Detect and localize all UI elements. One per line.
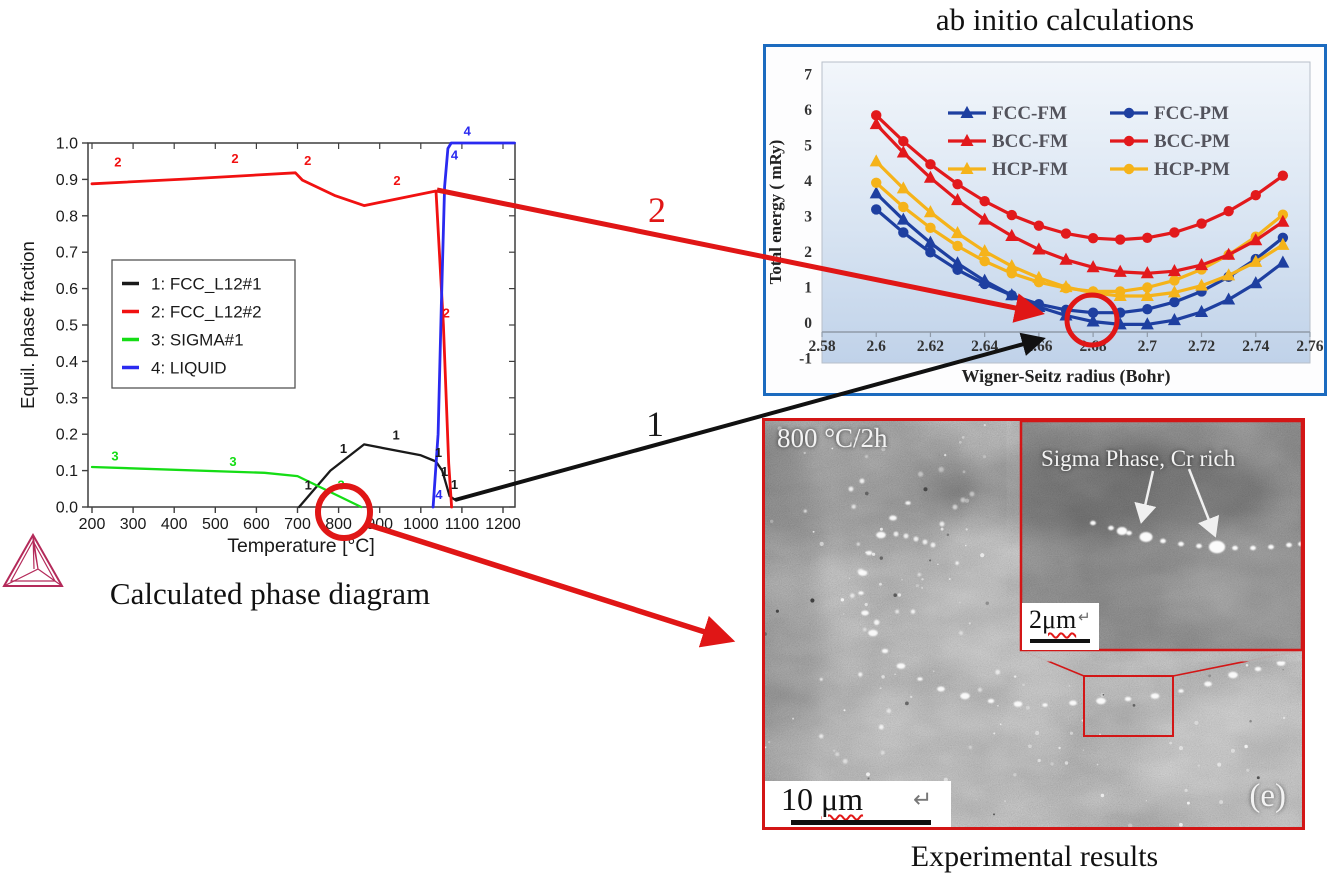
svg-text:2: 2 bbox=[393, 173, 400, 188]
svg-text:0.3: 0.3 bbox=[56, 390, 78, 407]
svg-text:0.0: 0.0 bbox=[56, 500, 78, 517]
phase-diagram-caption: Calculated phase diagram bbox=[109, 576, 431, 611]
scalebar-inset-value: 2 bbox=[1029, 605, 1042, 634]
return-symbol: ↵ bbox=[1078, 610, 1091, 626]
svg-text:3: 3 bbox=[111, 448, 118, 463]
svg-text:1: 1 bbox=[451, 477, 458, 492]
svg-text:1.0: 1.0 bbox=[56, 136, 78, 153]
svg-text:Equil. phase fraction: Equil. phase fraction bbox=[17, 241, 38, 409]
svg-text:200: 200 bbox=[79, 516, 106, 533]
svg-text:2: FCC_L12#2: 2: FCC_L12#2 bbox=[151, 303, 262, 322]
svg-text:3: 3 bbox=[229, 454, 236, 469]
panel-letter-label: (e) bbox=[1249, 778, 1286, 814]
scalebar-inset: 2μm ↵ bbox=[1022, 603, 1099, 650]
svg-text:0.2: 0.2 bbox=[56, 427, 78, 444]
inset-connector-left bbox=[1020, 649, 1085, 677]
sigma-phase-label: Sigma Phase, Cr rich bbox=[1041, 446, 1236, 471]
svg-text:4: LIQUID: 4: LIQUID bbox=[151, 359, 227, 378]
svg-text:1: 1 bbox=[340, 441, 347, 456]
scalebar-inset-bar bbox=[1030, 639, 1090, 643]
inset-particle-chain bbox=[1090, 520, 1302, 554]
svg-text:0.8: 0.8 bbox=[56, 208, 78, 225]
ab-initio-title: ab initio calculations bbox=[935, 2, 1195, 37]
arrow-label-2: 2 bbox=[648, 190, 666, 230]
svg-text:1: 1 bbox=[305, 478, 312, 493]
return-symbol: ↵ bbox=[913, 787, 933, 812]
svg-text:1000: 1000 bbox=[403, 516, 439, 533]
svg-text:0.4: 0.4 bbox=[56, 354, 78, 371]
svg-text:700: 700 bbox=[284, 516, 311, 533]
svg-text:2: 2 bbox=[231, 151, 238, 166]
svg-text:400: 400 bbox=[161, 516, 188, 533]
svg-text:1200: 1200 bbox=[485, 516, 521, 533]
svg-text:2: 2 bbox=[443, 306, 450, 321]
svg-text:800: 800 bbox=[325, 516, 352, 533]
svg-text:300: 300 bbox=[120, 516, 147, 533]
ab-initio-frame bbox=[763, 44, 1327, 396]
svg-text:4: 4 bbox=[451, 147, 459, 162]
scalebar-main-unit: μm bbox=[821, 781, 864, 817]
scalebar-main-bar bbox=[791, 820, 931, 825]
svg-text:900: 900 bbox=[366, 516, 393, 533]
scalebar-inset-unit: μm bbox=[1042, 605, 1077, 634]
scalebar-main-value: 10 bbox=[781, 781, 813, 817]
svg-text:4: 4 bbox=[435, 487, 443, 502]
inset-border bbox=[1019, 421, 1302, 652]
svg-text:2: 2 bbox=[114, 155, 121, 170]
sem-micrograph: 800 °C/2h Sigma Phase, Cr rich (e) 10 μm… bbox=[762, 418, 1305, 830]
svg-text:3: 3 bbox=[337, 478, 344, 493]
svg-text:0.7: 0.7 bbox=[56, 245, 78, 262]
svg-text:0.5: 0.5 bbox=[56, 318, 78, 335]
arrow-label-1: 1 bbox=[646, 404, 664, 444]
svg-text:Temperature [°C]: Temperature [°C] bbox=[227, 535, 375, 557]
svg-text:0.9: 0.9 bbox=[56, 172, 78, 189]
svg-text:1: 1 bbox=[393, 428, 400, 443]
scalebar-main: 10 μm ↵ bbox=[765, 781, 951, 827]
svg-text:1: 1 bbox=[441, 464, 448, 479]
red-circle-phase-diagram bbox=[315, 483, 373, 541]
inset-pointer-arrows bbox=[1134, 468, 1220, 538]
svg-text:500: 500 bbox=[202, 516, 229, 533]
svg-text:3: SIGMA#1: 3: SIGMA#1 bbox=[151, 331, 244, 350]
inset-connector-right bbox=[1172, 649, 1302, 677]
svg-text:0.1: 0.1 bbox=[56, 463, 78, 480]
thermo-calc-logo-icon bbox=[2, 532, 64, 587]
sem-caption: Experimental results bbox=[910, 840, 1159, 873]
svg-text:1: FCC_L12#1: 1: FCC_L12#1 bbox=[151, 275, 262, 294]
sem-condition-label: 800 °C/2h bbox=[777, 423, 888, 453]
sem-zoom-region-rect bbox=[1083, 675, 1174, 737]
svg-text:600: 600 bbox=[243, 516, 270, 533]
svg-text:1: 1 bbox=[435, 445, 442, 460]
sem-particle-chain bbox=[848, 478, 1302, 707]
svg-text:0.6: 0.6 bbox=[56, 281, 78, 298]
svg-text:1100: 1100 bbox=[445, 516, 480, 533]
svg-text:4: 4 bbox=[464, 124, 472, 139]
svg-text:2: 2 bbox=[304, 153, 311, 168]
